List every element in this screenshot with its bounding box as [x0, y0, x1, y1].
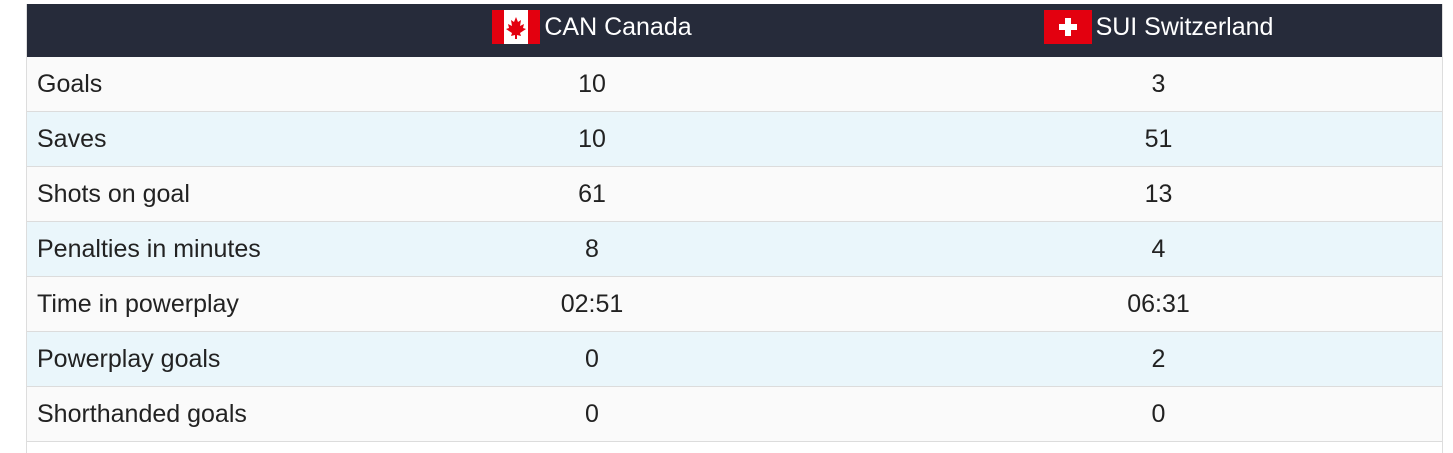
- stat-label: Shots on goal: [27, 166, 309, 222]
- stat-value: 13: [875, 166, 1442, 222]
- stats-table: CAN Canada SUI Switzerland Goals 10 3 Saves…: [27, 4, 1442, 442]
- stat-label: Saves: [27, 111, 309, 167]
- stat-row: Penalties in minutes 8 4: [27, 221, 1442, 277]
- stats-table-container: CAN Canada SUI Switzerland Goals 10 3 Saves…: [26, 4, 1443, 453]
- stat-value: 8: [309, 221, 875, 277]
- stat-value: 0: [309, 386, 875, 442]
- team-name: SUI Switzerland: [1095, 12, 1274, 41]
- stat-value: 2: [875, 331, 1442, 387]
- stat-value: 51: [875, 111, 1442, 167]
- stat-row: Powerplay goals 0 2: [27, 331, 1442, 387]
- stat-value: 10: [309, 57, 875, 112]
- stat-row: Goals 10 3: [27, 57, 1442, 112]
- stat-value: 61: [309, 166, 875, 222]
- stat-row: Time in powerplay 02:51 06:31: [27, 276, 1442, 332]
- stat-value: 10: [309, 111, 875, 167]
- stat-row: Shorthanded goals 0 0: [27, 386, 1442, 442]
- stat-label: Penalties in minutes: [27, 221, 309, 277]
- flag-switzerland: [1043, 10, 1092, 44]
- stat-label: Time in powerplay: [27, 276, 309, 332]
- stat-row: Shots on goal 61 13: [27, 166, 1442, 222]
- flag-canada: [492, 10, 541, 44]
- team-name: CAN Canada: [544, 12, 692, 41]
- header-cell: [27, 4, 309, 57]
- stat-label: Goals: [27, 57, 309, 112]
- header-row: CAN Canada SUI Switzerland: [27, 4, 1442, 57]
- stat-label: Shorthanded goals: [27, 386, 309, 442]
- stat-value: 0: [875, 386, 1442, 442]
- stat-row: Saves 10 51: [27, 111, 1442, 167]
- stat-value: 4: [875, 221, 1442, 277]
- stat-value: 06:31: [875, 276, 1442, 332]
- stat-label: Powerplay goals: [27, 331, 309, 387]
- header-cell: SUI Switzerland: [875, 4, 1442, 57]
- stat-value: 3: [875, 57, 1442, 112]
- stat-value: 02:51: [309, 276, 875, 332]
- header-cell: CAN Canada: [309, 4, 875, 57]
- stat-value: 0: [309, 331, 875, 387]
